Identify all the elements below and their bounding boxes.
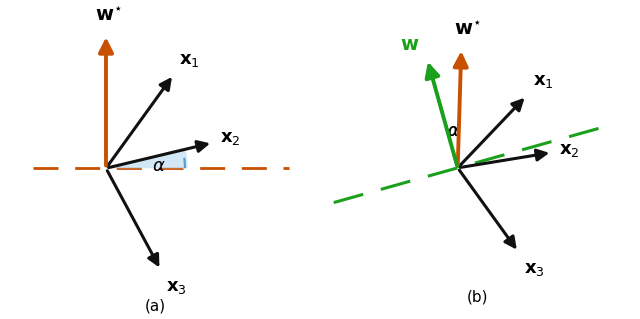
Text: $\mathbf{x}_2$: $\mathbf{x}_2$ — [559, 141, 579, 159]
Text: $\mathbf{x}_3$: $\mathbf{x}_3$ — [524, 260, 545, 278]
Text: $\mathbf{w}$: $\mathbf{w}$ — [400, 35, 419, 54]
Wedge shape — [106, 149, 188, 168]
Text: $\mathbf{x}_3$: $\mathbf{x}_3$ — [166, 278, 187, 296]
Text: $\alpha$: $\alpha$ — [447, 122, 460, 140]
Text: $\mathbf{w}^{\star}$: $\mathbf{w}^{\star}$ — [95, 7, 122, 26]
Text: (a): (a) — [145, 298, 166, 313]
Text: $\mathbf{x}_2$: $\mathbf{x}_2$ — [220, 130, 241, 147]
Text: $\mathbf{x}_1$: $\mathbf{x}_1$ — [179, 51, 200, 69]
Text: $\mathbf{x}_1$: $\mathbf{x}_1$ — [533, 72, 554, 90]
Text: $\alpha$: $\alpha$ — [152, 157, 166, 175]
Text: $\alpha$: $\alpha$ — [447, 122, 460, 140]
Wedge shape — [433, 78, 458, 168]
Text: (b): (b) — [467, 290, 488, 305]
Text: $\mathbf{w}^{\star}$: $\mathbf{w}^{\star}$ — [454, 21, 481, 40]
